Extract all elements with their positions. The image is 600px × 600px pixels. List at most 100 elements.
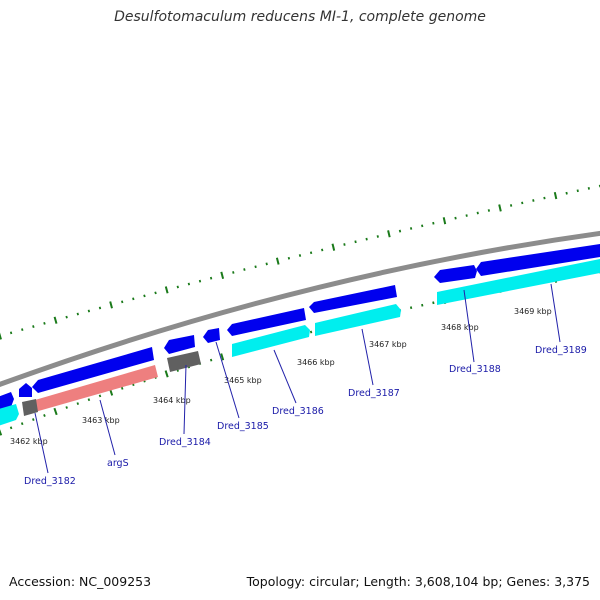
tick-mark <box>521 201 524 205</box>
kbp-label-3466: 3466 kbp <box>297 358 335 367</box>
tick-mark <box>409 306 413 310</box>
gene-label-dred-3186[interactable]: Dred_3186 <box>272 406 324 417</box>
feature-other-1[interactable] <box>22 399 38 416</box>
tick-mark <box>209 276 213 280</box>
tick-mark <box>421 224 424 228</box>
gene-label-dred-3189[interactable]: Dred_3189 <box>535 345 587 356</box>
tick-mark <box>465 214 468 217</box>
feature-fwd-6[interactable] <box>227 308 306 336</box>
tick-mark <box>576 189 579 193</box>
kbp-labels: 3462 kbp 3463 kbp 3464 kbp 3465 kbp 3466… <box>10 307 552 446</box>
feature-rev-4[interactable] <box>437 259 600 305</box>
tick-mark <box>565 191 568 195</box>
tick-mark <box>120 386 124 390</box>
tick-mark <box>476 211 479 215</box>
tick-mark <box>243 268 246 271</box>
tick-mark <box>76 402 80 406</box>
tick-mark <box>32 325 35 328</box>
gene-label-dred-3185[interactable]: Dred_3185 <box>217 421 269 432</box>
tick-mark <box>232 271 235 274</box>
tick-mark <box>154 291 157 295</box>
tick-mark <box>109 301 113 309</box>
reverse-strand <box>0 259 600 427</box>
genome-stats-text: Topology: circular; Length: 3,608,104 bp… <box>246 574 590 589</box>
kbp-label-3467: 3467 kbp <box>369 340 407 349</box>
tick-mark <box>331 243 336 251</box>
tick-mark <box>121 300 124 304</box>
tick-mark <box>65 406 68 409</box>
forward-strand <box>0 244 600 412</box>
genome-backbone <box>0 230 600 388</box>
tick-mark <box>543 196 546 200</box>
tick-mark <box>53 316 58 324</box>
tick-mark <box>442 217 447 225</box>
feature-fwd-9[interactable] <box>476 244 600 276</box>
tick-mark <box>164 370 169 378</box>
tick-mark <box>509 204 513 207</box>
kbp-label-3463: 3463 kbp <box>82 416 120 425</box>
leader-dred-3185 <box>215 341 240 419</box>
kbp-label-3462: 3462 kbp <box>10 437 48 446</box>
feature-argS[interactable] <box>35 365 158 412</box>
leader-dred-3184 <box>183 364 187 435</box>
tick-mark <box>164 286 169 294</box>
feature-other-2[interactable] <box>167 351 201 372</box>
tick-mark <box>354 240 357 244</box>
tick-mark <box>209 358 213 362</box>
tick-mark <box>0 332 2 340</box>
tick-mark <box>409 227 413 230</box>
gene-label-dred-3188[interactable]: Dred_3188 <box>449 364 501 375</box>
tick-mark <box>98 306 102 310</box>
tick-mark <box>309 330 313 334</box>
feature-fwd-2[interactable] <box>19 383 32 397</box>
tick-mark <box>532 199 535 202</box>
tick-mark <box>0 429 3 436</box>
tick-mark <box>87 309 91 313</box>
tick-mark <box>220 271 225 279</box>
tick-mark <box>53 407 58 416</box>
tick-mark <box>421 303 424 307</box>
tick-mark <box>553 191 558 200</box>
tick-mark <box>198 279 202 283</box>
feature-rev-1[interactable] <box>0 404 19 427</box>
tick-mark <box>9 426 13 430</box>
feature-fwd-8[interactable] <box>434 265 477 283</box>
tick-mark <box>176 285 179 289</box>
tick-mark <box>432 301 435 305</box>
feature-fwd-3[interactable] <box>32 347 154 393</box>
tick-mark <box>321 248 324 252</box>
feature-rev-2[interactable] <box>232 325 310 357</box>
feature-fwd-4[interactable] <box>164 335 195 354</box>
feature-fwd-7[interactable] <box>309 285 397 313</box>
gene-label-dred-3182[interactable]: Dred_3182 <box>24 476 76 487</box>
gene-label-args[interactable]: argS <box>107 458 129 469</box>
leader-dred-3186 <box>273 349 297 404</box>
tick-mark <box>387 230 391 238</box>
feature-rev-3[interactable] <box>315 304 401 336</box>
feature-fwd-5[interactable] <box>203 328 220 343</box>
label-leader-lines <box>34 283 561 474</box>
tick-mark <box>132 297 135 301</box>
tick-mark <box>220 353 225 361</box>
tick-mark <box>365 237 368 241</box>
tick-mark <box>432 221 435 225</box>
leader-dred-3189 <box>550 283 561 343</box>
tick-mark <box>21 328 24 332</box>
tick-mark <box>254 265 257 269</box>
leader-args <box>99 399 116 456</box>
gene-label-dred-3184[interactable]: Dred_3184 <box>159 437 211 448</box>
tick-mark <box>65 315 68 319</box>
tick-mark <box>275 257 280 265</box>
tick-mark <box>298 254 302 257</box>
kbp-label-3469: 3469 kbp <box>514 307 552 316</box>
tick-mark <box>98 394 102 398</box>
gene-labels: Dred_3182 argS Dred_3184 Dred_3185 Dred_… <box>24 345 587 487</box>
tick-mark <box>454 216 457 220</box>
tick-mark <box>43 414 46 417</box>
tick-mark <box>87 398 91 402</box>
leader-dred-3187 <box>361 328 374 386</box>
kbp-label-3468: 3468 kbp <box>441 323 479 332</box>
tick-mark <box>9 331 13 335</box>
gene-label-dred-3187[interactable]: Dred_3187 <box>348 388 400 399</box>
leader-dred-3182 <box>34 412 49 474</box>
